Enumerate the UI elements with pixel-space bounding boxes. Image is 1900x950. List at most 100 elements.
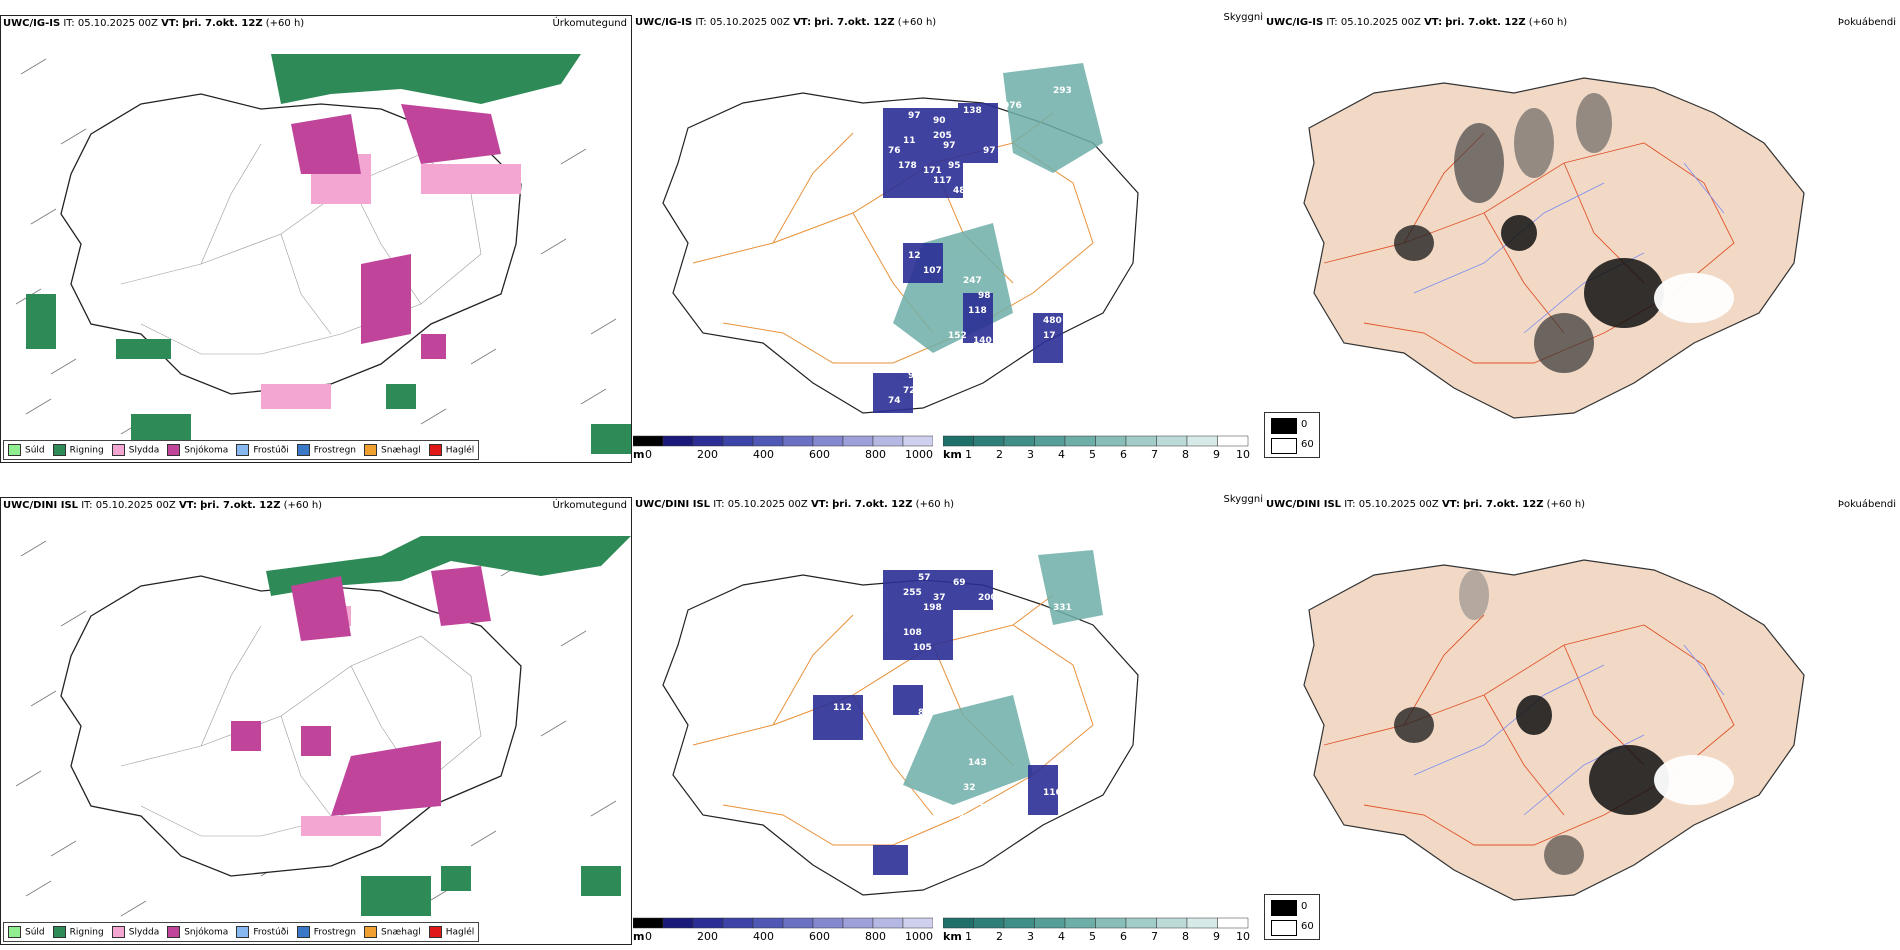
legend-label: Frostregn <box>313 445 357 456</box>
legend-swatch <box>428 926 442 938</box>
legend-item: Frostregn <box>296 926 356 938</box>
colorbar-swatch <box>752 917 784 929</box>
fog-legend: 0 60 <box>1264 412 1320 458</box>
visibility-unit: km <box>943 448 962 461</box>
visibility-tick: 4 <box>1058 448 1065 461</box>
snow-areas <box>231 566 491 816</box>
panel-header: UWC/DINI ISL IT: 05.10.2025 00Z VT: þri.… <box>635 499 954 510</box>
colorbar-swatch <box>1156 917 1188 929</box>
visibility-tick: 8 <box>1182 930 1189 943</box>
legend-swatch <box>8 444 21 456</box>
panel-header: UWC/IG-IS IT: 05.10.2025 00Z VT: þri. 7.… <box>3 18 304 29</box>
cloud-height-label: 17 <box>1043 331 1056 341</box>
colorbar-swatch <box>692 435 724 447</box>
cloud-height-label: 48 <box>953 186 966 196</box>
legend-label: Haglél <box>445 927 475 938</box>
valid-time: þri. 7.okt. 12Z <box>182 18 263 29</box>
cloud-height-label: 152 <box>948 331 967 341</box>
panel-title: Þokuábendi <box>1837 17 1896 28</box>
fog-legend-high-swatch <box>1271 418 1297 434</box>
visibility-tick: 5 <box>1089 448 1096 461</box>
panel-header: UWC/DINI ISL IT: 05.10.2025 00Z VT: þri.… <box>1266 499 1585 510</box>
colorbar-swatch <box>842 435 874 447</box>
panel-header: UWC/IG-IS IT: 05.10.2025 00Z VT: þri. 7.… <box>635 17 936 28</box>
visibility-colorbar: km 1 2 3 4 5 6 7 8 9 10 <box>942 917 1253 945</box>
visibility-tick: 8 <box>1182 448 1189 461</box>
cloud-height-label: 72 <box>903 386 916 396</box>
cloud-height-label: 255 <box>903 588 922 598</box>
cloud-height-label: 480 <box>1043 316 1062 326</box>
valid-time: þri. 7.okt. 12Z <box>814 17 895 28</box>
legend-item: Slydda <box>111 444 159 456</box>
init-time: IT: 05.10.2025 00Z <box>63 18 158 29</box>
elevation-colorbar-swatches <box>632 435 934 447</box>
precip-legend: Súld Rigning Slydda Snjókoma Frostúði Fr… <box>3 440 480 460</box>
legend-label: Slydda <box>128 927 160 938</box>
cloud-height-label: 247 <box>963 276 982 286</box>
legend-swatch <box>296 444 310 456</box>
legend-label: Snæhagl <box>381 445 421 456</box>
cloud-height-label: 200 <box>978 593 997 603</box>
legend-swatch <box>236 926 250 938</box>
colorbar-swatch <box>1217 917 1249 929</box>
elevation-tick: 800 <box>865 930 886 943</box>
legend-swatch <box>236 444 250 456</box>
legend-label: Snjókoma <box>184 445 229 456</box>
fog-legend-low-swatch <box>1271 920 1297 936</box>
lead-time: (+60 h) <box>897 17 937 28</box>
elevation-unit: m <box>633 448 645 461</box>
colorbar-swatch <box>1125 435 1157 447</box>
cloud-height-label: 12 <box>973 798 986 808</box>
snow-areas <box>291 104 501 359</box>
colorbar-swatch <box>812 917 844 929</box>
precip-map <box>15 54 631 454</box>
visibility-tick: 5 <box>1089 930 1096 943</box>
visibility-tick: 4 <box>1058 930 1065 943</box>
elevation-tick: 400 <box>753 448 774 461</box>
cloud-height-label: 69 <box>953 578 966 588</box>
visibility-unit: km <box>943 930 962 943</box>
iceland-outline <box>1303 559 1805 901</box>
legend-label: Snæhagl <box>381 927 421 938</box>
visibility-colorbar-swatches <box>942 435 1249 447</box>
init-time: IT: 05.10.2025 00Z <box>81 500 176 511</box>
fog-legend-high: 0 <box>1301 419 1308 430</box>
visibility-tick: 9 <box>1213 448 1220 461</box>
cloud-height-label: 57 <box>918 573 931 583</box>
cloud-height-label: 89 <box>918 708 931 718</box>
colorbar-swatch <box>1186 435 1218 447</box>
rain-areas <box>266 536 631 916</box>
rain-areas <box>26 54 631 454</box>
cloud-height-label: 143 <box>968 758 987 768</box>
panel-header: UWC/IG-IS IT: 05.10.2025 00Z VT: þri. 7.… <box>1266 17 1567 28</box>
colorbar-swatch <box>752 435 784 447</box>
colorbar-swatch <box>662 435 694 447</box>
colorbar-swatch <box>1034 917 1066 929</box>
legend-item: Súld <box>8 444 45 456</box>
precip-panel-top: UWC/IG-IS IT: 05.10.2025 00Z VT: þri. 7.… <box>0 15 632 463</box>
legend-swatch <box>52 926 66 938</box>
cloud-panel-top: UWC/IG-IS IT: 05.10.2025 00Z VT: þri. 7.… <box>632 12 1263 463</box>
legend-label: Súld <box>25 445 45 456</box>
cloud-areas <box>813 570 1058 875</box>
fog-legend-low: 60 <box>1301 921 1314 932</box>
cloud-height-label: 116 <box>1043 788 1062 798</box>
cloud-height-label: 32 <box>963 783 976 793</box>
model-label: UWC/IG-IS <box>3 18 61 29</box>
elevation-tick: 800 <box>865 448 886 461</box>
init-time: IT: 05.10.2025 00Z <box>713 499 808 510</box>
legend-label: Haglél <box>445 445 475 456</box>
legend-item: Súld <box>8 926 45 938</box>
cloud-height-label: 138 <box>963 106 982 116</box>
legend-swatch <box>364 444 378 456</box>
elevation-colorbar: m 0 200 400 600 800 1000 <box>632 435 934 463</box>
valid-time-label: VT: <box>178 500 197 511</box>
legend-item: Snæhagl <box>364 444 421 456</box>
panel-header: UWC/DINI ISL IT: 05.10.2025 00Z VT: þri.… <box>3 500 322 511</box>
fog-areas <box>1394 93 1734 373</box>
cloud-height-labels: 57 69 255 37 200 198 93 331 108 105 112 89 143 32 12 32… <box>833 573 1072 823</box>
legend-swatch <box>428 444 442 456</box>
model-label: UWC/DINI ISL <box>3 500 79 511</box>
colorbar-swatch <box>1064 917 1096 929</box>
